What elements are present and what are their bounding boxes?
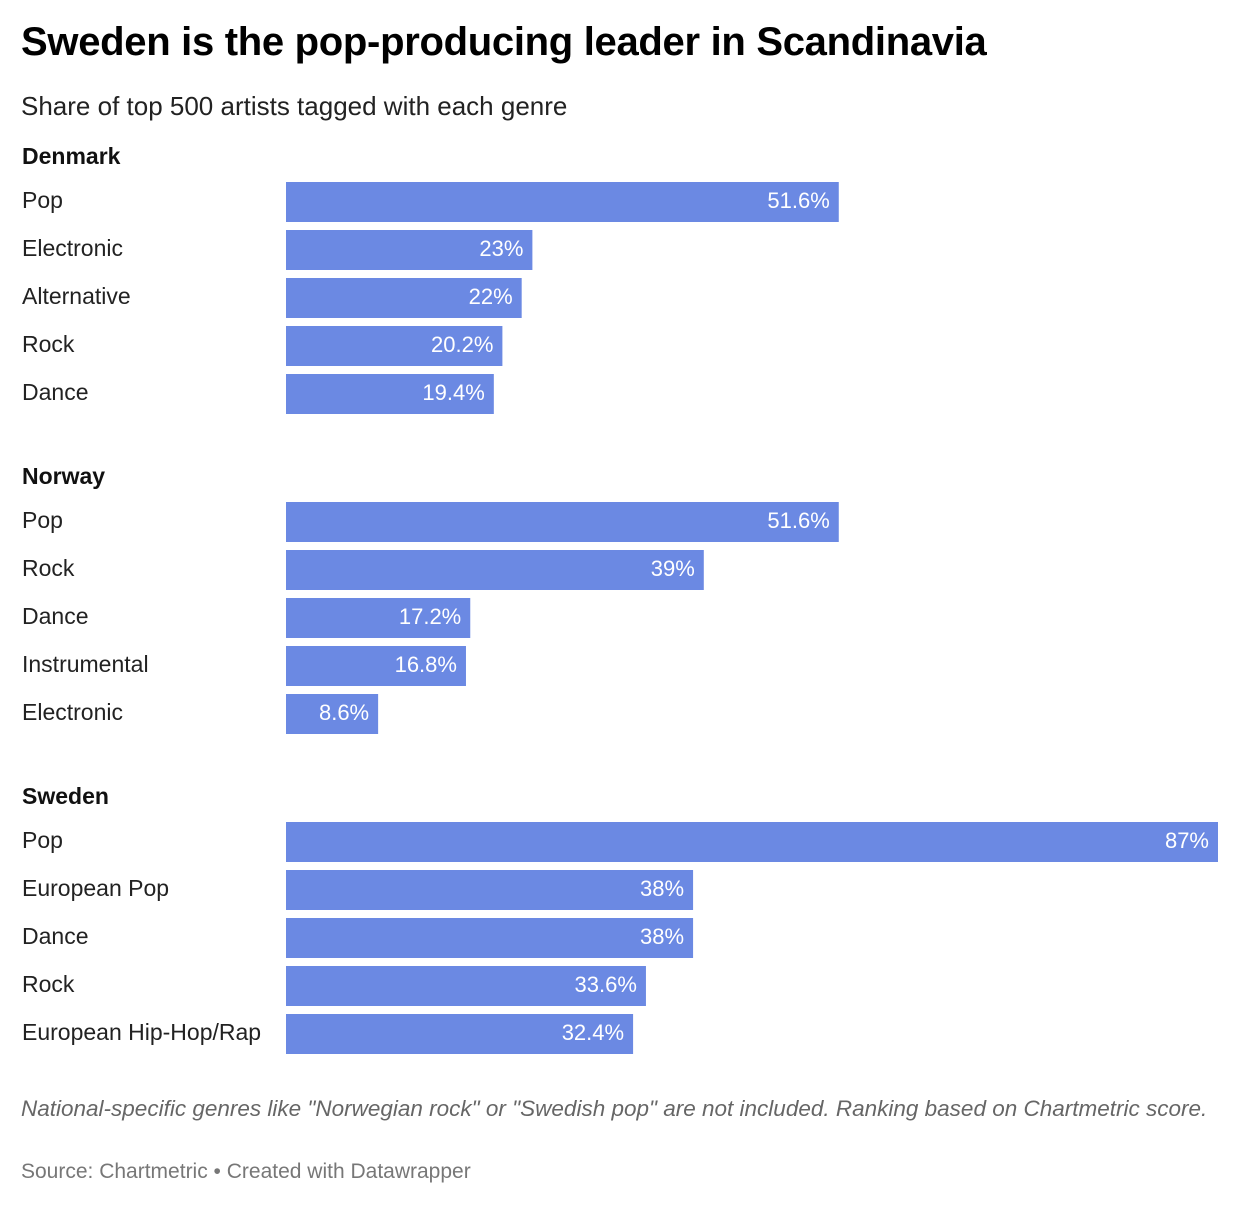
bar-value-label: 20.2% — [431, 332, 493, 357]
bar — [286, 822, 1218, 862]
category-label: Rock — [22, 555, 75, 581]
chart-subtitle: Share of top 500 artists tagged with eac… — [21, 91, 568, 121]
bar — [286, 278, 522, 318]
bar — [286, 550, 704, 590]
category-label: European Pop — [22, 875, 169, 901]
category-label: Rock — [22, 331, 75, 357]
category-label: Instrumental — [22, 651, 149, 677]
group-label: Denmark — [22, 143, 121, 169]
bar — [286, 374, 494, 414]
bar-chart: Denmark Pop 51.6% Electronic 23% Alternative 2… — [22, 143, 1218, 1054]
chart-notes: National-specific genres like "Norwegian… — [21, 1096, 1208, 1121]
bar-value-label: 38% — [640, 876, 684, 901]
bar-value-label: 51.6% — [767, 188, 829, 213]
category-label: Electronic — [22, 699, 123, 725]
bar — [286, 598, 471, 638]
bar-value-label: 8.6% — [319, 700, 369, 725]
bar — [286, 326, 503, 366]
bar-value-label: 23% — [479, 236, 523, 261]
bar — [286, 182, 839, 222]
category-label: Dance — [22, 603, 88, 629]
bar-value-label: 39% — [651, 556, 695, 581]
bar — [286, 230, 533, 270]
chart-title: Sweden is the pop-producing leader in Sc… — [21, 20, 987, 64]
bar — [286, 918, 694, 958]
chart-source: Source: Chartmetric • Created with Dataw… — [21, 1160, 471, 1183]
bar-value-label: 19.4% — [422, 380, 484, 405]
category-label: Dance — [22, 923, 88, 949]
category-label: Rock — [22, 971, 75, 997]
bar-value-label: 33.6% — [575, 972, 637, 997]
bar-value-label: 51.6% — [767, 508, 829, 533]
bar — [286, 646, 466, 686]
group-label: Norway — [22, 463, 105, 489]
bar — [286, 502, 839, 542]
bar — [286, 694, 379, 734]
bar-value-label: 17.2% — [399, 604, 461, 629]
category-label: Dance — [22, 379, 88, 405]
category-label: Alternative — [22, 283, 131, 309]
category-label: Electronic — [22, 235, 123, 261]
bar-value-label: 38% — [640, 924, 684, 949]
bar-value-label: 22% — [469, 284, 513, 309]
category-label: Pop — [22, 507, 63, 533]
bar-value-label: 32.4% — [562, 1020, 624, 1045]
bar-value-label: 16.8% — [395, 652, 457, 677]
bar — [286, 966, 646, 1006]
category-label: Pop — [22, 827, 63, 853]
bar — [286, 1014, 634, 1054]
bar-value-label: 87% — [1165, 828, 1209, 853]
group-label: Sweden — [22, 783, 109, 809]
bar — [286, 870, 694, 910]
category-label: European Hip-Hop/Rap — [22, 1019, 261, 1045]
category-label: Pop — [22, 187, 63, 213]
